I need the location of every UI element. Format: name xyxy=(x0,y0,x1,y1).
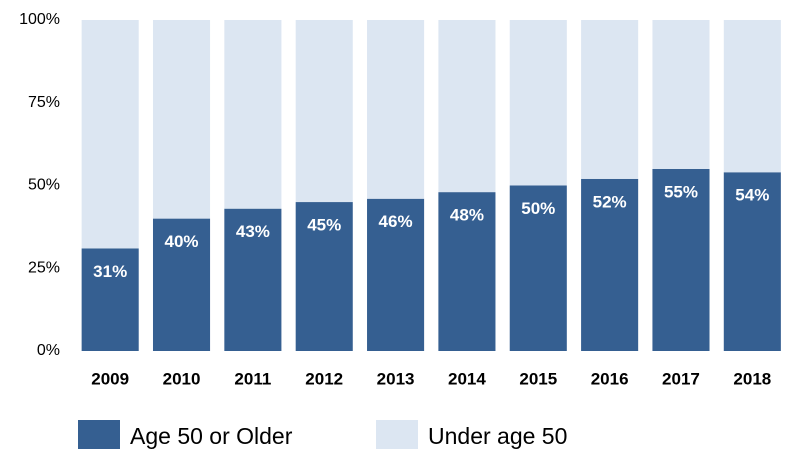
y-tick-label: 25% xyxy=(28,259,60,276)
data-label: 45% xyxy=(307,216,341,235)
bar-segment xyxy=(509,20,567,186)
x-tick-label: 2011 xyxy=(234,369,271,388)
data-label: 48% xyxy=(450,206,484,225)
y-tick-label: 100% xyxy=(19,11,60,28)
data-label: 52% xyxy=(593,192,627,211)
data-label: 31% xyxy=(93,262,127,281)
bar-segment xyxy=(581,20,639,179)
y-tick-label: 50% xyxy=(28,177,60,194)
bar-segment xyxy=(367,20,425,199)
data-label: 55% xyxy=(664,182,698,201)
x-tick-label: 2017 xyxy=(662,369,700,388)
bar-segment xyxy=(224,208,282,351)
bar-segment xyxy=(438,192,496,351)
data-label: 50% xyxy=(521,199,555,218)
bar-segment xyxy=(652,20,710,169)
data-label: 43% xyxy=(236,222,270,241)
bar-segment xyxy=(509,185,567,351)
x-tick-label: 2010 xyxy=(163,369,201,388)
y-tick-label: 75% xyxy=(28,94,60,111)
bar-segment xyxy=(81,20,139,249)
x-tick-label: 2012 xyxy=(305,369,343,388)
x-tick-label: 2016 xyxy=(591,369,629,388)
bar-segment xyxy=(723,20,781,173)
bar-segment xyxy=(295,202,353,351)
bar-segment xyxy=(81,248,139,351)
legend-label: Under age 50 xyxy=(428,423,567,449)
data-label: 54% xyxy=(735,186,769,205)
bar-segment xyxy=(152,20,211,219)
x-tick-label: 2009 xyxy=(91,369,129,388)
data-label: 46% xyxy=(379,212,413,231)
x-tick-label: 2015 xyxy=(519,369,557,388)
y-tick-label: 0% xyxy=(37,342,60,359)
bar-segment xyxy=(367,198,425,351)
x-tick-label: 2018 xyxy=(733,369,771,388)
legend-label: Age 50 or Older xyxy=(130,423,293,449)
x-tick-label: 2013 xyxy=(377,369,415,388)
legend-swatch xyxy=(78,420,120,449)
bar-segment xyxy=(652,168,710,351)
bar-segment xyxy=(438,20,496,193)
bar-segment xyxy=(723,172,781,351)
bar-segment xyxy=(152,218,211,351)
x-tick-label: 2014 xyxy=(448,369,486,388)
bar-segment xyxy=(224,20,282,209)
bar-segment xyxy=(581,178,639,351)
data-label: 40% xyxy=(165,232,199,251)
legend-swatch xyxy=(376,420,418,449)
bar-segment xyxy=(295,20,353,203)
